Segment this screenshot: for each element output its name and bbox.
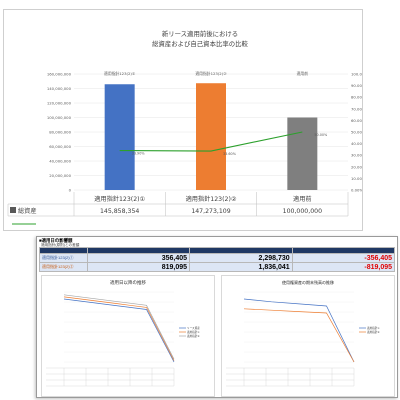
category-label: 適用指針123(2)① (94, 195, 145, 203)
series-line (243, 298, 355, 363)
y2-tick-label: 80.00% (351, 95, 362, 100)
y2-tick-label: 40.00% (351, 141, 362, 146)
table-value: 145,858,354 (100, 208, 139, 215)
y-tick-label: 120,000,000 (47, 101, 72, 106)
ratio-data-label: 33.90% (132, 152, 146, 156)
cell-value: -356,405 (291, 253, 396, 263)
series-line (63, 296, 175, 361)
cell-value: -819,095 (291, 262, 396, 272)
bar-top-label: 適用前 (297, 71, 309, 76)
y2-tick-label: 20.00% (351, 164, 362, 169)
table-value: 100,000,000 (283, 208, 322, 215)
category-label: 適用指針123(2)② (186, 195, 237, 203)
cell-value: 356,405 (86, 253, 191, 263)
y-tick-label: 80,000,000 (49, 130, 71, 135)
y2-tick-label: 90.00% (351, 83, 362, 88)
bar-top-label: 適用指針123(2)① (104, 71, 136, 76)
legend-swatch-bar (10, 207, 16, 213)
row-label: 適用指針123(2)① (39, 253, 88, 263)
table-row: 適用指針123(2)① 356,405 2,298,730 -356,405 (39, 253, 396, 263)
mini-chart-2-title: 使用権資産の期末残高の推移 (282, 280, 334, 285)
ratio-data-label: 50.00% (314, 133, 328, 137)
ratio-line (119, 131, 303, 152)
y-tick-label: 40,000,000 (49, 159, 71, 164)
ratio-data-label: 33.60% (223, 152, 237, 156)
impact-table: 適用指針123(2)① 356,405 2,298,730 -356,405 適… (39, 247, 396, 272)
table-value: 147,273,109 (191, 208, 230, 215)
bar (287, 117, 318, 190)
table-row: 適用指針123(2)② 819,095 1,836,041 -819,095 (39, 262, 396, 272)
mini-chart-1-title: 適用日以降の推移 (110, 280, 146, 285)
y-tick-label: 0 (69, 188, 72, 193)
y2-tick-label: 60.00% (351, 118, 362, 123)
y2-tick-label: 30.00% (351, 153, 362, 158)
y2-tick-label: 70.00% (351, 106, 362, 111)
table-row-label: 総資産 (18, 207, 37, 215)
legend-label: 適用指針② (367, 330, 380, 334)
legend-label: リース資産 (187, 326, 200, 330)
legend-label: 適用指針② (187, 334, 200, 338)
main-chart-card: 新リース適用前後における 総資産および自己資本比率の比較 0 20,000,000… (3, 9, 368, 231)
series-line (63, 298, 175, 363)
y-tick-label: 100,000,000 (47, 115, 72, 120)
summary-subheading: 適用指針(原則)との差額 (41, 243, 80, 247)
row-label: 適用指針123(2)② (39, 262, 88, 272)
series-line (243, 308, 355, 363)
y-tick-label: 60,000,000 (49, 144, 71, 149)
y-tick-label: 160,000,000 (47, 72, 72, 77)
legend-label: 適用指針① (367, 326, 380, 330)
y2-tick-label: 50.00% (351, 130, 362, 135)
chart-title-line1: 新リース適用前後における (162, 29, 238, 38)
legend-label: 適用指針① (187, 330, 200, 334)
y2-tick-label: 100.00% (351, 72, 362, 77)
bar (196, 83, 226, 190)
bar-top-label: 適用指針123(2)② (195, 71, 227, 76)
bar (104, 84, 135, 190)
cell-value: 2,298,730 (189, 253, 293, 263)
cell-value: 1,836,041 (189, 262, 293, 272)
series-line (63, 294, 175, 360)
y2-tick-label: 10.00% (351, 176, 362, 181)
impact-summary-card: ■適用日の影響額 適用指針(原則)との差額 適用指針123(2)① 356,40… (36, 236, 398, 398)
y-tick-label: 140,000,000 (47, 86, 72, 91)
category-label: 適用前 (293, 195, 312, 203)
mini-chart-1-panel: 適用日以降の推移 リース資産 適用指針① 適用指針② (41, 275, 215, 397)
y2-tick-label: 0.00% (351, 188, 362, 193)
mini-chart-2-panel: 使用権資産の期末残高の推移 適用指針① 適用指針② (221, 275, 395, 397)
y-tick-label: 20,000,000 (49, 173, 71, 178)
cell-value: 819,095 (86, 262, 191, 272)
main-comparison-chart: 新リース適用前後における 総資産および自己資本比率の比較 0 20,000,000… (7, 29, 368, 225)
summary-heading: ■適用日の影響額 (39, 238, 73, 243)
chart-title-line2: 総資産および自己資本比率の比較 (152, 39, 248, 48)
